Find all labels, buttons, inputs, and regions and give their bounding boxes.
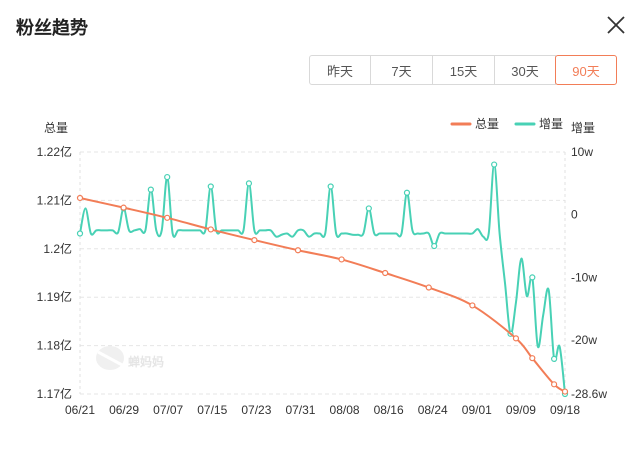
x-tick-label: 06/21 [65,403,95,417]
left-tick-label: 1.2亿 [43,241,72,256]
tab-90-days[interactable]: 90天 [555,55,617,85]
point-total [207,226,214,233]
point-total [551,381,558,388]
point-total [425,284,432,291]
watermark-logo-icon [96,346,125,370]
tab-yesterday[interactable]: 昨天 [309,55,371,85]
point-increase [164,173,171,181]
point-increase [551,355,558,362]
right-tick-label: 0 [571,208,578,222]
legend-label: 总量 [475,117,499,131]
x-tick-label: 07/07 [153,403,183,417]
left-tick-label: 1.17亿 [37,386,72,401]
x-tick-label: 07/15 [197,403,227,417]
right-axis-title: 增量 [571,121,595,135]
point-increase [327,183,334,190]
point-total [294,247,302,254]
right-tick-label: -28.6w [571,387,607,401]
point-increase [207,183,214,190]
x-tick-label: 08/16 [374,403,404,417]
point-total [561,388,569,395]
point-increase [403,189,411,196]
point-total [120,204,127,211]
point-total [512,335,520,342]
dialog-header: 粉丝趋势 [0,0,640,52]
legend-label: 增量 [539,117,563,131]
point-total [76,194,84,202]
point-total [251,236,258,244]
point-total [529,355,536,362]
axes: 1.22亿 1.21亿 1.2亿 1.19亿 1.18亿 1.17亿 10w 0 -10w -20… [37,121,608,417]
tab-15-days[interactable]: 15天 [432,55,495,85]
series-line-increase [79,163,566,395]
watermark-text: 蝉妈妈 [128,354,164,369]
point-total [164,214,171,221]
point-increase [491,161,498,168]
legend: 总量 增量 [450,117,563,131]
x-tick-label: 08/24 [418,403,448,417]
right-tick-label: -10w [571,270,597,284]
x-tick-label: 08/08 [330,403,360,417]
series [76,161,569,398]
point-total [469,302,476,309]
left-tick-label: 1.21亿 [37,192,72,207]
close-icon[interactable] [605,14,627,36]
x-tick-label: 09/09 [506,403,536,417]
left-axis-title: 总量 [44,121,68,135]
left-tick-label: 1.18亿 [37,338,72,353]
point-increase [245,180,253,187]
point-increase [365,205,372,212]
left-tick-label: 1.19亿 [37,289,72,304]
left-tick-label: 1.22亿 [37,144,72,159]
point-total [338,256,345,263]
x-tick-label: 07/23 [241,403,271,417]
point-increase [431,242,438,250]
x-tick-label: 07/31 [285,403,315,417]
x-tick-label: 09/01 [462,403,492,417]
grid [79,151,566,395]
point-total [382,269,389,277]
right-tick-label: 10w [571,145,593,159]
tab-30-days[interactable]: 30天 [494,55,556,85]
dialog-title: 粉丝趋势 [16,18,88,38]
point-increase [147,186,154,193]
right-tick-label: -20w [571,333,597,347]
point-increase [529,274,536,281]
watermark: 蝉妈妈 [96,346,164,370]
point-increase [76,230,84,237]
tab-7-days[interactable]: 7天 [370,55,433,85]
x-tick-label: 09/18 [550,403,580,417]
time-range-tabs: 昨天 7天 15天 30天 90天 [309,55,617,87]
x-tick-label: 06/29 [109,403,139,417]
